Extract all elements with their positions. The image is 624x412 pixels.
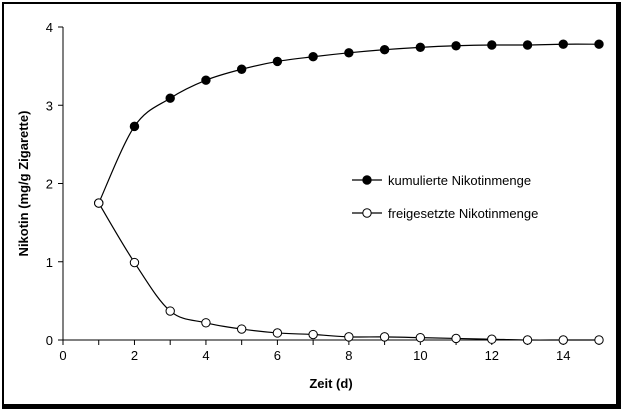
x-tick-label: 10 <box>413 348 427 363</box>
x-tick-label: 14 <box>556 348 570 363</box>
x-axis-label: Zeit (d) <box>309 376 352 391</box>
x-tick-label: 12 <box>485 348 499 363</box>
x-tick-label: 8 <box>345 348 352 363</box>
x-tick-label: 2 <box>131 348 138 363</box>
data-point-series-1 <box>594 39 604 49</box>
data-point-series-1 <box>272 56 283 67</box>
data-point-series-2 <box>272 328 283 338</box>
data-point-series-1 <box>487 40 497 50</box>
legend: kumulierte Nikotinmenge freigesetzte Niko… <box>352 173 538 221</box>
data-point-series-1 <box>308 52 318 62</box>
data-point-series-2 <box>236 324 247 334</box>
data-point-series-2 <box>594 335 604 345</box>
data-point-series-1 <box>451 41 461 51</box>
data-point-series-2 <box>451 333 461 344</box>
y-tick-label: 0 <box>46 333 53 348</box>
chart-frame <box>2 2 621 409</box>
data-point-series-2 <box>94 198 104 208</box>
x-tick-label: 6 <box>274 348 281 363</box>
data-point-series-2 <box>379 332 390 342</box>
y-axis-label: Nikotin (mg/g Zigarette) <box>16 111 31 257</box>
data-point-series-1 <box>415 42 426 53</box>
data-point-series-1 <box>558 39 568 49</box>
y-tick-label: 1 <box>46 255 53 270</box>
data-point-series-2 <box>201 318 211 328</box>
series-layer <box>94 39 604 345</box>
x-tick-label: 4 <box>202 348 209 363</box>
legend-marker-2 <box>362 208 372 218</box>
data-point-series-2 <box>558 335 568 345</box>
data-point-series-1 <box>201 75 211 85</box>
series-line-2 <box>98 202 599 341</box>
data-point-series-1 <box>522 40 533 50</box>
legend-label-2: freigesetzte Nikotinmenge <box>388 206 538 221</box>
data-point-series-2 <box>129 257 140 268</box>
legend-label-1: kumulierte Nikotinmenge <box>388 173 531 188</box>
legend-marker-1 <box>362 175 372 185</box>
y-tick-label: 4 <box>46 20 53 35</box>
data-point-series-2 <box>487 334 497 344</box>
data-point-series-1 <box>129 121 140 132</box>
data-point-series-2 <box>522 335 533 345</box>
data-point-series-2 <box>415 332 426 343</box>
data-point-series-1 <box>344 48 354 58</box>
data-point-series-1 <box>165 93 175 103</box>
x-tick-label: 0 <box>59 348 66 363</box>
y-tick-label: 3 <box>46 98 53 113</box>
data-point-series-2 <box>165 306 175 316</box>
data-point-series-2 <box>308 329 318 340</box>
data-point-series-1 <box>379 44 390 55</box>
data-point-series-2 <box>344 332 354 342</box>
data-point-series-1 <box>236 64 247 74</box>
y-tick-label: 2 <box>46 177 53 192</box>
